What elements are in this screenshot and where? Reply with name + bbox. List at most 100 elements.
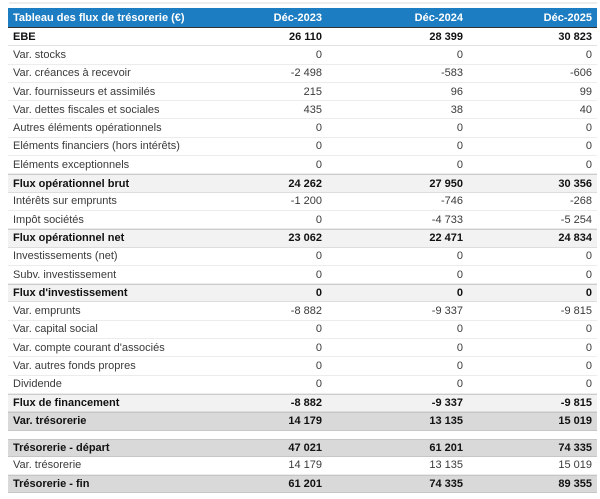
- row-value: 22 471: [429, 232, 463, 245]
- row-label: Var. créances à recevoir: [13, 67, 131, 80]
- row-value: 0: [456, 323, 463, 336]
- row-value: 435: [303, 103, 322, 116]
- row-value: 47 021: [288, 441, 322, 454]
- row-value: 61 201: [429, 441, 463, 454]
- row-value: 89 355: [558, 478, 592, 491]
- row-label: Flux d'investissement: [13, 287, 128, 300]
- row-label: Trésorerie - départ: [13, 441, 110, 454]
- table-row: Investissements (net) 0 0 0: [8, 247, 597, 266]
- row-value: 24 834: [558, 232, 592, 245]
- row-value: 0: [456, 250, 463, 263]
- row-value: 14 179: [288, 415, 322, 428]
- row-value: -9 337: [431, 305, 463, 318]
- row-value: 0: [315, 287, 322, 300]
- row-value: 99: [579, 85, 592, 98]
- table-row: Intérêts sur emprunts -1 200 -746 -268: [8, 192, 597, 211]
- row-value: 0: [315, 359, 322, 372]
- table-row: Var. emprunts -8 882 -9 337 -9 815: [8, 302, 597, 321]
- row-label: Var. trésorerie: [13, 459, 82, 472]
- table-row: Var. dettes fiscales et sociales 435 38 40: [8, 101, 597, 120]
- row-label: Flux de financement: [13, 397, 120, 410]
- row-value: 0: [585, 250, 592, 263]
- row-value: 0: [456, 122, 463, 135]
- row-label: Flux opérationnel brut: [13, 177, 130, 190]
- spacer-row: [8, 430, 597, 439]
- row-value: 24 262: [288, 177, 322, 190]
- row-value: 0: [585, 359, 592, 372]
- table-title: Tableau des flux de trésorerie (€): [13, 11, 185, 24]
- row-value: 30 356: [558, 177, 592, 190]
- row-value: -9 815: [560, 305, 592, 318]
- row-value: 0: [585, 378, 592, 391]
- row-label: Var. compte courant d'associés: [13, 341, 165, 354]
- cashflow-table: Tableau des flux de trésorerie (€) Déc-2…: [8, 8, 597, 494]
- table-row: Eléments exceptionnels 0 0 0: [8, 156, 597, 175]
- row-value: 0: [456, 378, 463, 391]
- row-value: 30 823: [558, 30, 592, 43]
- row-label: Var. fournisseurs et assimilés: [13, 85, 156, 98]
- table-row: Eléments financiers (hors intérêts) 0 0 0: [8, 137, 597, 157]
- row-label: Var. capital social: [13, 323, 98, 336]
- row-value: -268: [569, 195, 592, 208]
- row-value: 0: [315, 378, 322, 391]
- row-value: 61 201: [288, 478, 322, 491]
- row-label: Dividende: [13, 378, 62, 391]
- row-value: 96: [450, 85, 463, 98]
- row-value: 0: [585, 287, 592, 300]
- row-value: -8 882: [290, 305, 322, 318]
- row-value: -5 254: [560, 213, 592, 226]
- table-row: Flux d'investissement 0 0 0: [8, 284, 597, 303]
- table-row: Trésorerie - fin 61 201 74 335 89 355: [8, 475, 597, 494]
- row-value: 15 019: [558, 459, 592, 472]
- row-value: -4 733: [431, 213, 463, 226]
- table-body: EBE 26 110 28 399 30 823 Var. stocks 0 0 0 Var. …: [8, 28, 597, 494]
- row-label: EBE: [13, 30, 36, 43]
- table-row: EBE 26 110 28 399 30 823: [8, 28, 597, 47]
- row-value: 74 335: [429, 478, 463, 491]
- row-label: Var. dettes fiscales et sociales: [13, 103, 160, 116]
- row-value: 13 135: [429, 415, 463, 428]
- table-row: Var. compte courant d'associés 0 0 0: [8, 339, 597, 358]
- row-label: Trésorerie - fin: [13, 478, 90, 491]
- row-label: Flux opérationnel net: [13, 232, 125, 245]
- row-label: Var. emprunts: [13, 305, 81, 318]
- table-row: Var. trésorerie 14 179 13 135 15 019: [8, 412, 597, 431]
- table-row: Flux de financement -8 882 -9 337 -9 815: [8, 393, 597, 413]
- row-value: 26 110: [288, 30, 322, 43]
- row-value: 13 135: [429, 459, 463, 472]
- table-row: Impôt sociétés 0 -4 733 -5 254: [8, 210, 597, 230]
- row-value: 0: [456, 359, 463, 372]
- table-row: Subv. investissement 0 0 0: [8, 265, 597, 285]
- row-value: 0: [315, 213, 322, 226]
- row-value: 0: [315, 341, 322, 354]
- row-value: -606: [569, 67, 592, 80]
- row-value: 0: [456, 48, 463, 61]
- row-value: 74 335: [558, 441, 592, 454]
- column-header: Déc-2025: [543, 11, 592, 24]
- row-value: 0: [456, 158, 463, 171]
- row-value: 0: [315, 48, 322, 61]
- row-value: 0: [585, 140, 592, 153]
- table-row: Flux opérationnel brut 24 262 27 950 30 356: [8, 174, 597, 193]
- table-row: Flux opérationnel net 23 062 22 471 24 834: [8, 229, 597, 248]
- row-value: -9 337: [431, 397, 463, 410]
- row-label: Intérêts sur emprunts: [13, 195, 117, 208]
- row-value: 0: [585, 323, 592, 336]
- table-row: Autres éléments opérationnels 0 0 0: [8, 119, 597, 138]
- row-value: 0: [315, 268, 322, 281]
- table-row: Var. trésorerie 14 179 13 135 15 019: [8, 456, 597, 476]
- row-value: 0: [456, 268, 463, 281]
- row-value: 0: [315, 122, 322, 135]
- row-value: 0: [315, 158, 322, 171]
- table-row: Var. créances à recevoir -2 498 -583 -606: [8, 64, 597, 83]
- row-value: -9 815: [560, 397, 592, 410]
- table-row: Var. stocks 0 0 0: [8, 46, 597, 65]
- row-value: -746: [440, 195, 463, 208]
- row-value: 28 399: [429, 30, 463, 43]
- row-value: -583: [440, 67, 463, 80]
- row-label: Var. trésorerie: [13, 415, 87, 428]
- top-divider: [9, 2, 597, 4]
- row-value: 38: [450, 103, 463, 116]
- row-value: 0: [585, 158, 592, 171]
